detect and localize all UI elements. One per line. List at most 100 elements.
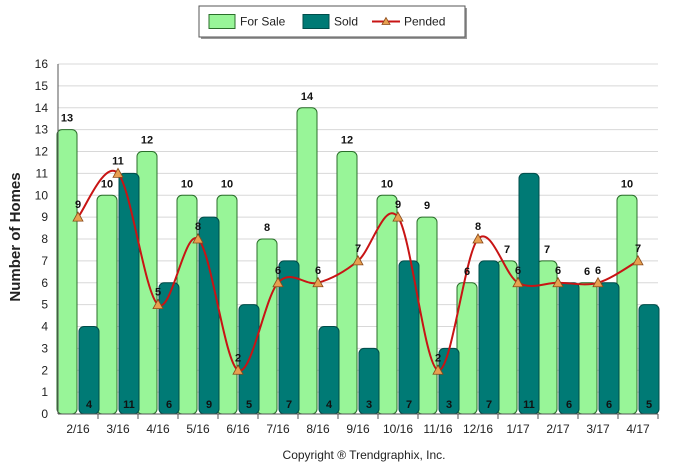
x-tick-label: 4/17 [626, 422, 650, 436]
y-tick-label: 16 [35, 57, 49, 71]
for-sale-bar [496, 260, 518, 415]
pended-marker [592, 276, 604, 288]
for-sale-data-label: 10 [101, 178, 113, 190]
pended-data-label: 6 [555, 265, 561, 277]
for-sale-data-label: 10 [381, 178, 393, 190]
legend-swatch-sold [302, 14, 330, 29]
pended-marker [432, 364, 444, 375]
sold-data-label: 7 [286, 399, 292, 411]
for-sale-data-label: 7 [504, 244, 510, 256]
for-sale-bar [56, 129, 78, 415]
copyright-text: Copyright ® Trendgraphix, Inc. [283, 448, 446, 462]
x-tick-label: 11/16 [423, 422, 452, 436]
legend-box [198, 5, 466, 38]
sold-data-label: 11 [123, 399, 135, 411]
x-tick-label: 8/16 [306, 422, 330, 436]
pended-marker [632, 255, 644, 266]
x-tick-label: 9/16 [346, 422, 370, 436]
pended-data-label: 11 [112, 155, 124, 167]
for-sale-bar [416, 216, 438, 415]
pended-marker [272, 276, 284, 288]
x-tick-label: 3/17 [586, 422, 610, 436]
for-sale-bar [136, 151, 158, 415]
y-tick-label: 5 [41, 298, 48, 312]
sold-data-label: 6 [566, 399, 572, 411]
sold-data-label: 6 [166, 399, 172, 411]
x-tick-label: 5/16 [186, 422, 210, 436]
sold-data-label: 4 [326, 399, 333, 411]
pended-data-label: 6 [315, 265, 321, 277]
pended-marker [312, 276, 324, 288]
sold-data-label: 9 [206, 399, 212, 411]
y-tick-label: 1 [41, 385, 48, 399]
pended-marker [392, 211, 404, 222]
legend-label-sold: Sold [334, 15, 358, 29]
x-tick-label: 2/16 [66, 422, 90, 436]
sold-bar [598, 282, 620, 415]
sold-bar [638, 304, 660, 415]
sold-bar [118, 172, 140, 415]
legend-swatch-for-sale [208, 14, 236, 29]
x-tick-label: 6/16 [226, 422, 250, 436]
pended-data-label: 6 [515, 265, 521, 277]
pended-data-label: 9 [75, 199, 81, 211]
sold-data-label: 5 [246, 399, 252, 411]
x-tick-label: 3/16 [106, 422, 130, 436]
for-sale-data-label: 13 [61, 113, 73, 125]
pended-data-label: 2 [235, 352, 241, 364]
for-sale-data-label: 12 [341, 135, 353, 147]
for-sale-data-label: 6 [584, 266, 590, 278]
y-axis-title: Number of Homes [7, 172, 24, 301]
y-tick-label: 7 [41, 254, 48, 268]
sold-data-label: 6 [606, 399, 612, 411]
for-sale-data-label: 14 [301, 91, 314, 103]
for-sale-data-label: 10 [221, 178, 233, 190]
for-sale-bar [216, 194, 238, 415]
pended-data-label: 7 [635, 243, 641, 255]
pended-data-label: 8 [475, 221, 481, 233]
for-sale-data-label: 7 [544, 244, 550, 256]
for-sale-data-label: 12 [141, 135, 153, 147]
pended-data-label: 9 [395, 199, 401, 211]
legend: For Sale Sold Pended [198, 5, 467, 39]
sold-data-label: 4 [86, 399, 93, 411]
pended-marker [352, 255, 364, 266]
sold-data-label: 7 [406, 399, 412, 411]
for-sale-bar [336, 151, 358, 415]
y-tick-label: 6 [41, 276, 48, 290]
x-tick-label: 7/16 [266, 422, 290, 436]
legend-label-pended: Pended [404, 15, 445, 29]
sold-bar [518, 172, 540, 415]
sold-bar [478, 260, 500, 415]
sold-data-label: 3 [366, 399, 372, 411]
pended-data-label: 6 [595, 265, 601, 277]
y-tick-label: 11 [36, 166, 49, 180]
y-tick-label: 12 [35, 145, 49, 159]
for-sale-bar [296, 107, 318, 415]
x-tick-label: 12/16 [463, 422, 493, 436]
y-tick-label: 13 [35, 123, 49, 137]
sold-data-label: 7 [486, 399, 492, 411]
sold-data-label: 5 [646, 399, 652, 411]
sold-data-label: 3 [446, 399, 452, 411]
pended-data-label: 6 [275, 265, 281, 277]
pended-marker [152, 298, 164, 310]
y-tick-label: 2 [41, 363, 48, 377]
y-tick-label: 4 [41, 320, 48, 334]
legend-label-for-sale: For Sale [240, 15, 286, 29]
pended-marker [192, 233, 204, 244]
x-tick-label: 10/16 [383, 422, 413, 436]
for-sale-bar [96, 194, 118, 415]
pended-marker [232, 364, 244, 375]
y-tick-label: 8 [41, 232, 48, 246]
for-sale-bar [616, 194, 638, 415]
pended-line [72, 167, 644, 375]
pended-marker [472, 233, 484, 244]
pended-data-label: 2 [435, 352, 441, 364]
for-sale-data-label: 8 [264, 222, 270, 234]
pended-data-label: 7 [355, 243, 361, 255]
